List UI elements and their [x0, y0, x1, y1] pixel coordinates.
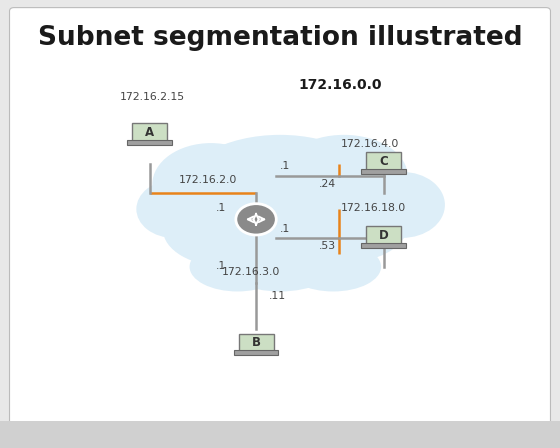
Ellipse shape: [179, 135, 381, 250]
FancyBboxPatch shape: [234, 350, 278, 355]
Ellipse shape: [200, 184, 360, 267]
Text: 172.16.2.0: 172.16.2.0: [179, 175, 237, 185]
FancyBboxPatch shape: [361, 169, 406, 174]
FancyBboxPatch shape: [239, 333, 274, 353]
Ellipse shape: [280, 135, 408, 217]
Text: .1: .1: [216, 261, 227, 271]
Text: SOURCE: NETCRAFTSMEN: SOURCE: NETCRAFTSMEN: [17, 435, 105, 441]
Ellipse shape: [163, 193, 291, 267]
Text: A: A: [145, 126, 154, 139]
Text: .1: .1: [280, 161, 290, 171]
Text: 172.16.0.0: 172.16.0.0: [298, 78, 382, 92]
Text: D: D: [379, 229, 389, 242]
Text: .11: .11: [269, 292, 287, 302]
Text: 172.16.3.0: 172.16.3.0: [222, 267, 280, 276]
Ellipse shape: [280, 189, 408, 263]
Ellipse shape: [189, 242, 285, 292]
Text: .53: .53: [319, 241, 336, 251]
Text: 172.16.2.15: 172.16.2.15: [120, 92, 185, 102]
Text: Subnet segmentation illustrated: Subnet segmentation illustrated: [38, 25, 522, 51]
Ellipse shape: [152, 143, 269, 225]
Text: B: B: [251, 336, 260, 349]
Text: 172.16.18.0: 172.16.18.0: [341, 203, 407, 213]
Text: 172.16.4.0: 172.16.4.0: [341, 139, 399, 149]
Ellipse shape: [136, 180, 211, 238]
Ellipse shape: [360, 172, 445, 238]
Ellipse shape: [221, 234, 338, 292]
Text: C: C: [379, 155, 388, 168]
FancyBboxPatch shape: [132, 123, 167, 142]
Text: .1: .1: [216, 203, 227, 213]
Text: .1: .1: [280, 224, 290, 234]
FancyBboxPatch shape: [366, 226, 402, 246]
Text: .24: .24: [319, 179, 336, 190]
Text: TechTarget: TechTarget: [490, 433, 554, 443]
Circle shape: [236, 204, 276, 235]
Text: ©2018 TECHTARGET. ALL RIGHTS RESERVED: ©2018 TECHTARGET. ALL RIGHTS RESERVED: [336, 435, 492, 441]
FancyBboxPatch shape: [366, 152, 402, 171]
FancyBboxPatch shape: [127, 140, 172, 145]
Ellipse shape: [285, 242, 381, 292]
FancyBboxPatch shape: [361, 243, 406, 248]
